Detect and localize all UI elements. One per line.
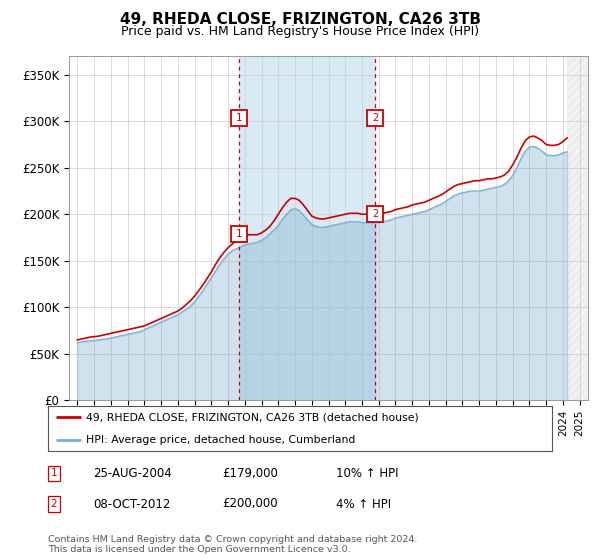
Text: 4% ↑ HPI: 4% ↑ HPI (336, 497, 391, 511)
Bar (239, 56, 375, 400)
Text: 1: 1 (236, 229, 242, 239)
Bar (567, 56, 600, 400)
Text: HPI: Average price, detached house, Cumberland: HPI: Average price, detached house, Cumb… (86, 435, 355, 445)
Text: 2: 2 (372, 113, 378, 123)
Text: 1: 1 (236, 113, 242, 123)
Text: 08-OCT-2012: 08-OCT-2012 (93, 497, 170, 511)
Text: 2: 2 (50, 499, 58, 509)
Text: 10% ↑ HPI: 10% ↑ HPI (336, 466, 398, 480)
Text: Price paid vs. HM Land Registry's House Price Index (HPI): Price paid vs. HM Land Registry's House … (121, 25, 479, 38)
Text: 2: 2 (372, 209, 378, 219)
Text: 1: 1 (50, 468, 58, 478)
Text: 25-AUG-2004: 25-AUG-2004 (93, 466, 172, 480)
Text: Contains HM Land Registry data © Crown copyright and database right 2024.
This d: Contains HM Land Registry data © Crown c… (48, 535, 418, 554)
Text: 49, RHEDA CLOSE, FRIZINGTON, CA26 3TB: 49, RHEDA CLOSE, FRIZINGTON, CA26 3TB (119, 12, 481, 27)
Text: £200,000: £200,000 (222, 497, 278, 511)
Text: £179,000: £179,000 (222, 466, 278, 480)
Text: 49, RHEDA CLOSE, FRIZINGTON, CA26 3TB (detached house): 49, RHEDA CLOSE, FRIZINGTON, CA26 3TB (d… (86, 412, 419, 422)
